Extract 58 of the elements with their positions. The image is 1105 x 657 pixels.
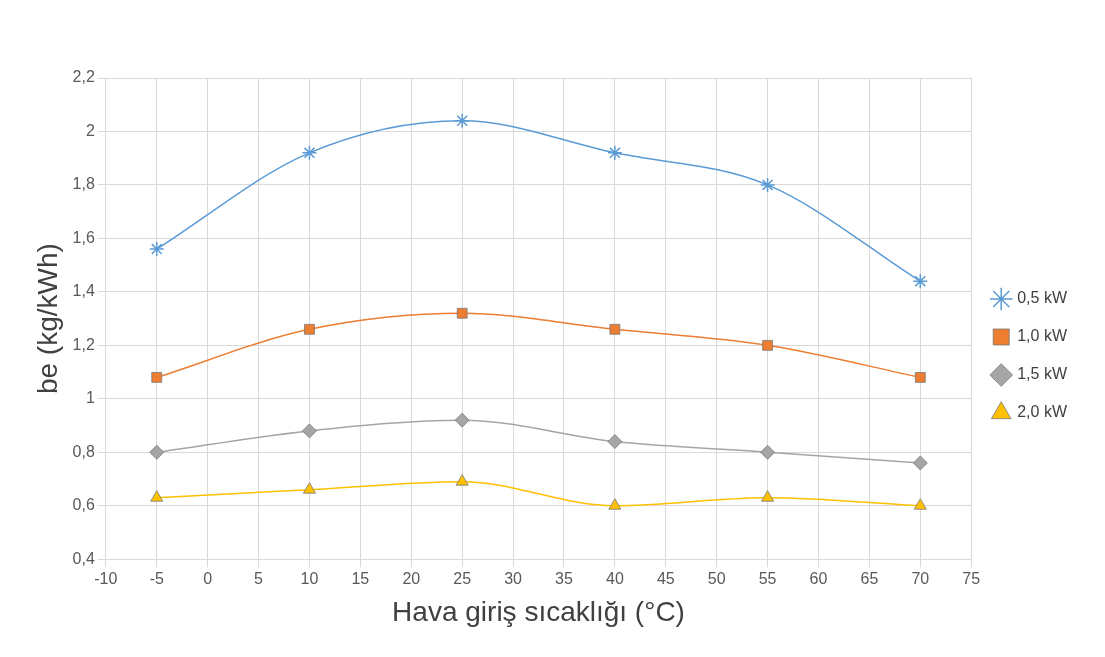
x-tick-label: 60 [809, 570, 828, 588]
legend-label: 1,5 kW [1017, 365, 1068, 383]
x-tick-label: 25 [453, 570, 472, 588]
point [912, 273, 929, 289]
y-tick-label: 2,2 [72, 68, 95, 86]
point [301, 145, 318, 161]
x-tick-label: 5 [254, 570, 264, 588]
point [304, 323, 315, 335]
point [455, 474, 469, 486]
legend-label: 1,0 kW [1017, 327, 1068, 345]
x-tick-label: 10 [300, 570, 319, 588]
x-tick-label: 55 [758, 570, 777, 588]
y-tick-label: 0,6 [72, 496, 95, 514]
point [456, 307, 468, 319]
legend-label: 2,0 kW [1017, 403, 1068, 421]
y-tick-label: 1,4 [72, 282, 95, 300]
x-tick-label: -10 [94, 570, 118, 588]
point [912, 455, 928, 471]
legend-label: 0,5 kW [1017, 289, 1068, 307]
point [759, 177, 776, 193]
point [454, 412, 470, 428]
point [607, 434, 623, 450]
point [914, 371, 926, 383]
y-tick-label: 1,2 [72, 335, 95, 353]
y-tick-label: 0,4 [72, 549, 95, 567]
point [609, 323, 621, 335]
x-axis-title: Hava giriş sıcaklığı (°C) [392, 595, 685, 627]
x-tick-label: 0 [203, 570, 213, 588]
y-tick-label: 1 [85, 389, 95, 407]
y-tick-label: 2 [85, 121, 95, 139]
point [302, 482, 317, 494]
point [913, 498, 927, 510]
x-tick-label: 70 [911, 570, 930, 588]
y-axis-title: be (kg/kWh) [31, 243, 63, 395]
point [607, 145, 623, 161]
point [760, 444, 776, 460]
point [301, 423, 317, 439]
y-tick-label: 1,8 [72, 175, 95, 193]
y-tick-label: 1,6 [72, 228, 95, 246]
x-tick-label: -5 [149, 570, 164, 588]
x-tick-label: 50 [707, 570, 726, 588]
point [454, 113, 470, 129]
x-tick-label: 15 [351, 570, 370, 588]
point [608, 498, 622, 510]
x-tick-label: 75 [962, 570, 981, 588]
point [761, 490, 775, 502]
x-tick-label: 45 [656, 570, 675, 588]
y-tick-label: 0,8 [72, 442, 95, 460]
point [762, 339, 774, 351]
x-tick-label: 30 [504, 570, 523, 588]
point [150, 490, 164, 502]
point [149, 241, 165, 257]
point [151, 371, 163, 383]
point [149, 444, 165, 460]
x-tick-label: 20 [402, 570, 421, 588]
x-tick-label: 40 [605, 570, 624, 588]
x-tick-label: 35 [555, 570, 573, 588]
x-tick-label: 65 [860, 570, 879, 588]
